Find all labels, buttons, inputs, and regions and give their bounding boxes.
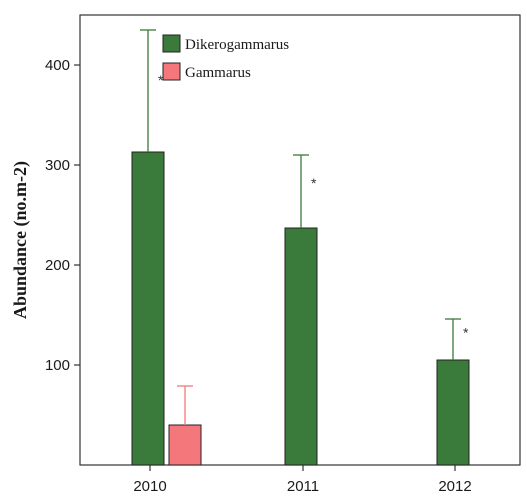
y-tick-label: 200 (45, 257, 70, 274)
bars (131, 151, 470, 466)
bar-dikerogammarus-2010 (131, 151, 165, 466)
significance-star: * (463, 324, 469, 340)
y-axis: 100 200 300 400 (45, 57, 80, 374)
x-tick-label: 2010 (133, 478, 166, 495)
significance-star: * (158, 72, 164, 88)
x-tick-label: 2011 (287, 478, 319, 495)
bar-dikerogammarus-2011 (284, 227, 318, 466)
legend-label-gammarus: Gammarus (185, 65, 251, 81)
y-tick-label: 100 (45, 357, 70, 374)
significance-star: * (311, 175, 317, 191)
x-tick-label: 2012 (438, 478, 471, 495)
y-tick-label: 400 (45, 57, 70, 74)
legend-swatch-gammarus (162, 62, 181, 81)
bar-gammarus-2010 (168, 424, 202, 466)
x-axis: 2010 2011 2012 (133, 465, 472, 495)
legend-swatch-dikerogammarus (162, 34, 181, 53)
legend: Dikerogammarus Gammarus (162, 34, 289, 81)
bar-dikerogammarus-2012 (436, 359, 470, 466)
y-axis-label: Abundance (no.m-2) (10, 161, 31, 319)
y-tick-label: 300 (45, 157, 70, 174)
error-bars: * * * (140, 29, 469, 425)
legend-label-dikerogammarus: Dikerogammarus (185, 37, 289, 53)
